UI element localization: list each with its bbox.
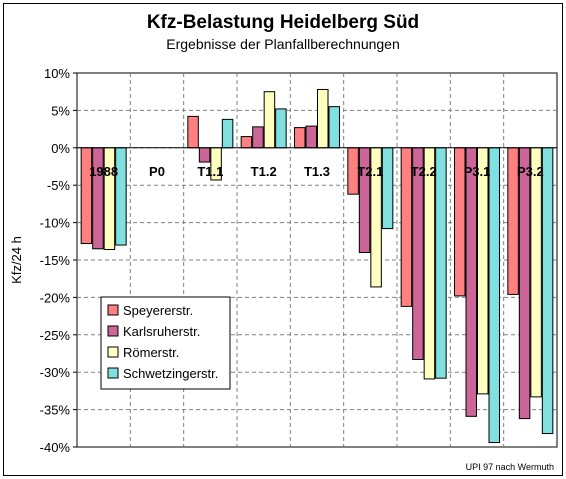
legend-label: Speyererstr. [123,303,193,318]
y-tick-label: -5% [47,178,71,193]
bar [221,118,234,149]
bar [240,136,253,149]
bar [381,147,394,230]
bar [530,147,542,398]
y-tick-label: -20% [40,290,71,305]
y-tick-labels: 10% 5% 0% -5% -10% -15% -20% -25% -30% -35% -40% [40,66,77,455]
y-axis-label: Kfz/24 h [9,236,24,284]
legend-swatch [107,346,119,358]
legend-swatch [107,325,119,337]
bars [80,88,554,444]
bar [275,108,287,149]
category-label: T2.2 [411,164,437,179]
y-tick-label: 0% [51,141,70,156]
chart-title: Kfz-Belastung Heidelberg Süd [147,12,419,33]
legend-label: Römerstr. [123,345,179,360]
legend-swatch [107,304,119,316]
chart-svg: Kfz-Belastung Heidelberg Süd Ergebnisse … [9,12,558,472]
category-label: P3.2 [517,164,544,179]
category-labels: 1988 P0 T1.1 T1.2 T1.3 T2.1 T2.2 P3.1 P3.2 [89,164,544,179]
category-label: T1.1 [197,164,223,179]
chart-subtitle: Ergebnisse der Planfallberechnungen [166,36,400,52]
bar [518,147,531,420]
bar [187,115,199,149]
category-label: T1.3 [304,164,330,179]
bar [328,106,340,149]
bar [198,147,211,163]
category-label: T2.1 [357,164,383,179]
bar [477,147,489,395]
category-label: P0 [149,164,165,179]
y-tick-label: -10% [40,216,71,231]
bar [294,127,306,149]
legend-label: Schwetzingerstr. [123,366,218,381]
legend: Speyererstr. Karlsruherstr. Römerstr. Schwe… [100,296,231,390]
chart-figure: Kfz-Belastung Heidelberg Süd Ergebnisse … [3,3,563,476]
legend-label: Karlsruherstr. [123,324,200,339]
legend-swatch [107,367,119,379]
category-label: P3.1 [464,164,491,179]
y-tick-label: -35% [40,403,71,418]
bar [412,147,424,360]
bar [423,147,436,380]
bar [115,147,127,246]
bar [435,147,447,379]
bar [263,91,276,149]
source-credit: UPI 97 nach Wermuth [466,462,554,472]
y-tick-label: -15% [40,253,71,268]
y-tick-label: 5% [51,103,70,118]
bar [488,147,500,444]
y-tick-label: 10% [44,66,70,81]
bar [305,125,317,149]
category-label: 1988 [89,164,118,179]
legend-box [100,296,231,390]
category-label: T1.2 [251,164,277,179]
y-tick-label: -25% [40,328,71,343]
bar [541,147,554,435]
bar [80,147,93,245]
bar [465,147,477,417]
bar [252,126,264,149]
y-tick-label: -30% [40,365,71,380]
bar [317,88,329,149]
y-tick-label: -40% [40,440,71,455]
